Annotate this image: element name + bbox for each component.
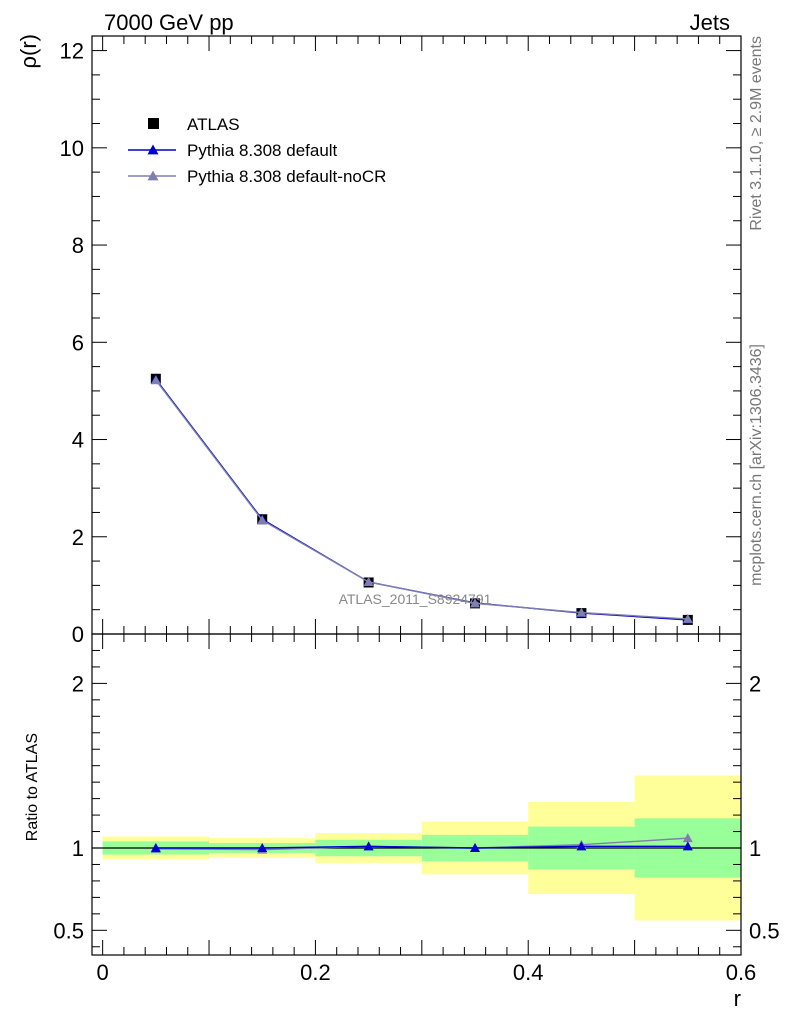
- legend-label: Pythia 8.308 default: [187, 141, 338, 160]
- ratio-y-axis-label: Ratio to ATLAS: [24, 733, 41, 841]
- data-point-pythia-nocr: [363, 576, 374, 586]
- data-point-pythia-nocr: [470, 598, 481, 608]
- legend-marker-triangle: [147, 144, 159, 155]
- y-tick-label: 1: [72, 836, 84, 861]
- watermark-label: ATLAS_2011_S8924791: [339, 591, 492, 607]
- data-point-pythia-nocr: [576, 607, 587, 617]
- ratio-data-point-pythia-default: [470, 843, 481, 852]
- y-tick-label: 0.5: [53, 918, 84, 943]
- mcplots-label: mcplots.cern.ch [arXiv:1306.3436]: [748, 344, 765, 586]
- y-tick-label-right: 0.5: [749, 918, 780, 943]
- ratio-panel-frame: [91, 633, 742, 956]
- legend: ATLAS Pythia 8.308 default Pythia 8.308 de…: [128, 115, 386, 186]
- y-tick-label: 10: [60, 136, 84, 161]
- ratio-data-point-pythia-default: [257, 843, 268, 852]
- ratio-series-line: [155, 845, 688, 849]
- ratio-panel-axes: 0.5 0.5 1 1 2 2 0 0.2 0.4 0.6: [53, 633, 780, 985]
- data-point-pythia-nocr: [150, 375, 161, 385]
- y-tick-label-right: 2: [749, 671, 761, 696]
- x-tick-label: 0.2: [300, 960, 331, 985]
- x-tick-label: 0: [97, 960, 109, 985]
- y-tick-label: 6: [72, 330, 84, 355]
- series-line: [155, 379, 688, 620]
- main-panel-series: [150, 373, 693, 625]
- header-right-label: Jets: [690, 10, 730, 35]
- rivet-label: Rivet 3.1.10, ≥ 2.9M events: [748, 36, 765, 231]
- legend-label: Pythia 8.308 default-noCR: [187, 167, 386, 186]
- header-left-label: 7000 GeV pp: [104, 10, 234, 35]
- ratio-data-point-pythia-default: [150, 843, 161, 852]
- legend-label: ATLAS: [187, 115, 240, 134]
- y-tick-label: 4: [72, 428, 84, 453]
- ratio-panel-series: [92, 833, 741, 854]
- x-tick-label: 0.6: [726, 960, 757, 985]
- legend-marker-square: [148, 118, 159, 129]
- series-line: [155, 378, 688, 621]
- y-tick-label: 2: [72, 671, 84, 696]
- ratio-data-point-pythia-default: [682, 841, 693, 851]
- data-point-pythia-nocr: [682, 613, 693, 623]
- data-point-pythia-nocr: [257, 515, 268, 525]
- legend-marker-triangle: [147, 170, 159, 181]
- y-tick-label: 12: [60, 39, 84, 64]
- ratio-data-point-pythia-default: [576, 841, 587, 851]
- main-panel-axes: 0 2 4 6 8 10 12: [60, 35, 742, 647]
- y-tick-label: 0: [72, 622, 84, 647]
- ratio-data-point-pythia-default: [363, 841, 374, 851]
- y-tick-label: 2: [72, 525, 84, 550]
- ratio-data-point-pythia-nocr: [682, 833, 693, 843]
- main-y-axis-label: ρ(r): [16, 34, 41, 69]
- y-tick-label: 8: [72, 233, 84, 258]
- x-tick-label: 0.4: [513, 960, 544, 985]
- x-axis-label: r: [734, 986, 741, 1011]
- y-tick-label-right: 1: [749, 836, 761, 861]
